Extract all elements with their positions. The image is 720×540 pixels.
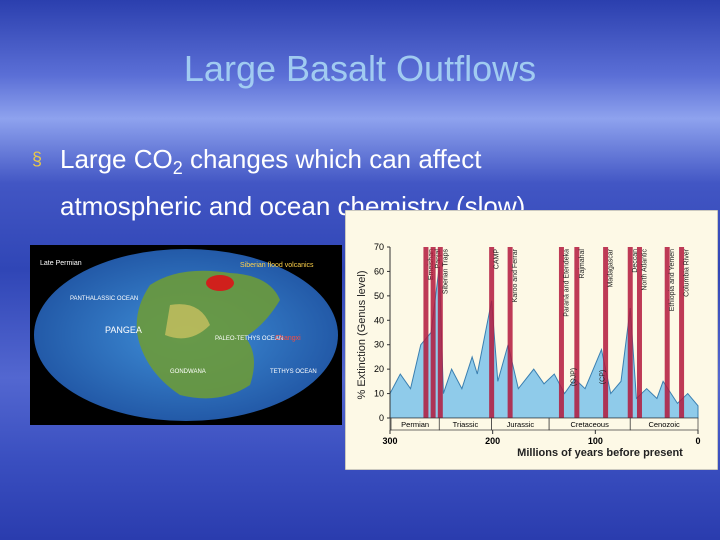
event-bar <box>430 247 436 418</box>
annotation: (CP) <box>599 370 606 384</box>
y-axis-label: % Extinction (Genus level) <box>356 271 368 400</box>
map-label: PANTHALASSIC OCEAN <box>70 296 138 302</box>
subscript: 2 <box>172 158 183 179</box>
y-tick-label: 70 <box>374 242 384 252</box>
map-label: Siberian flood volcanics <box>240 262 314 269</box>
event-bar <box>679 247 685 418</box>
y-tick-label: 0 <box>379 413 384 423</box>
x-tick-label: 200 <box>485 436 500 446</box>
period-label: Cenozoic <box>648 420 680 429</box>
x-tick-label: 0 <box>695 436 700 446</box>
text: Large CO <box>60 144 173 174</box>
event-label: Paraná and Etendeka <box>563 249 570 317</box>
event-label: Siberian Traps <box>442 249 449 295</box>
event-bar <box>558 247 564 418</box>
event-bar <box>437 247 443 418</box>
event-bar <box>507 247 513 418</box>
event-bar <box>627 247 633 418</box>
event-label: Deccan <box>632 249 639 273</box>
event-label: Ethiopia and Yemen <box>669 249 676 311</box>
annotation: (OJP) <box>571 368 578 386</box>
bullet: § Large CO2 changes which can affect atm… <box>32 140 525 225</box>
event-label: CAMP <box>494 249 501 270</box>
map-label: Changxi <box>275 335 301 342</box>
event-bar <box>664 247 670 418</box>
event-bar <box>636 247 642 418</box>
y-tick-label: 40 <box>374 315 384 325</box>
y-tick-label: 60 <box>374 266 384 276</box>
period <box>629 417 699 431</box>
period-label: Cretaceous <box>571 420 610 429</box>
event-bar <box>574 247 580 418</box>
event-label: Karoo and Ferrar <box>512 248 519 302</box>
bullet-line: Large CO2 changes which can affect <box>60 140 525 187</box>
period-label: Jurassic <box>507 420 535 429</box>
map-label: GONDWANA <box>170 369 206 375</box>
event-label: North Atlantic <box>641 249 648 291</box>
x-axis-label: Millions of years before present <box>517 447 683 459</box>
y-tick-label: 20 <box>374 364 384 374</box>
event-bar <box>603 247 609 418</box>
event-label: Columbia River <box>684 248 691 297</box>
period-label: Triassic <box>453 420 479 429</box>
x-tick-label: 300 <box>382 436 397 446</box>
y-tick-label: 50 <box>374 291 384 301</box>
continent <box>136 270 280 399</box>
map-label: TETHYS OCEAN <box>270 369 317 375</box>
map-label: PANGEA <box>105 325 142 335</box>
y-tick-label: 30 <box>374 340 384 350</box>
event-label: Rajmahal <box>579 249 586 279</box>
event-bar <box>489 247 495 418</box>
chart: Millions of years before present % Extin… <box>345 210 718 470</box>
event-bar <box>423 247 429 418</box>
slide-title: Large Basalt Outflows <box>183 48 537 89</box>
map-label: Late Permian <box>40 260 82 267</box>
bullet-mark: § <box>32 149 43 169</box>
volcanic-area <box>206 275 234 291</box>
text: changes which can affect <box>182 144 482 174</box>
map-image: Late Permian Siberian flood volcanics PA… <box>30 245 342 425</box>
map-label: PALEO-TETHYS OCEAN <box>215 336 283 342</box>
desert <box>165 304 210 339</box>
x-tick-label: 100 <box>588 436 603 446</box>
event-label: Madagascar <box>608 248 615 287</box>
chart-bg <box>345 210 718 470</box>
period-label: Permian <box>401 420 429 429</box>
y-tick-label: 10 <box>374 389 384 399</box>
